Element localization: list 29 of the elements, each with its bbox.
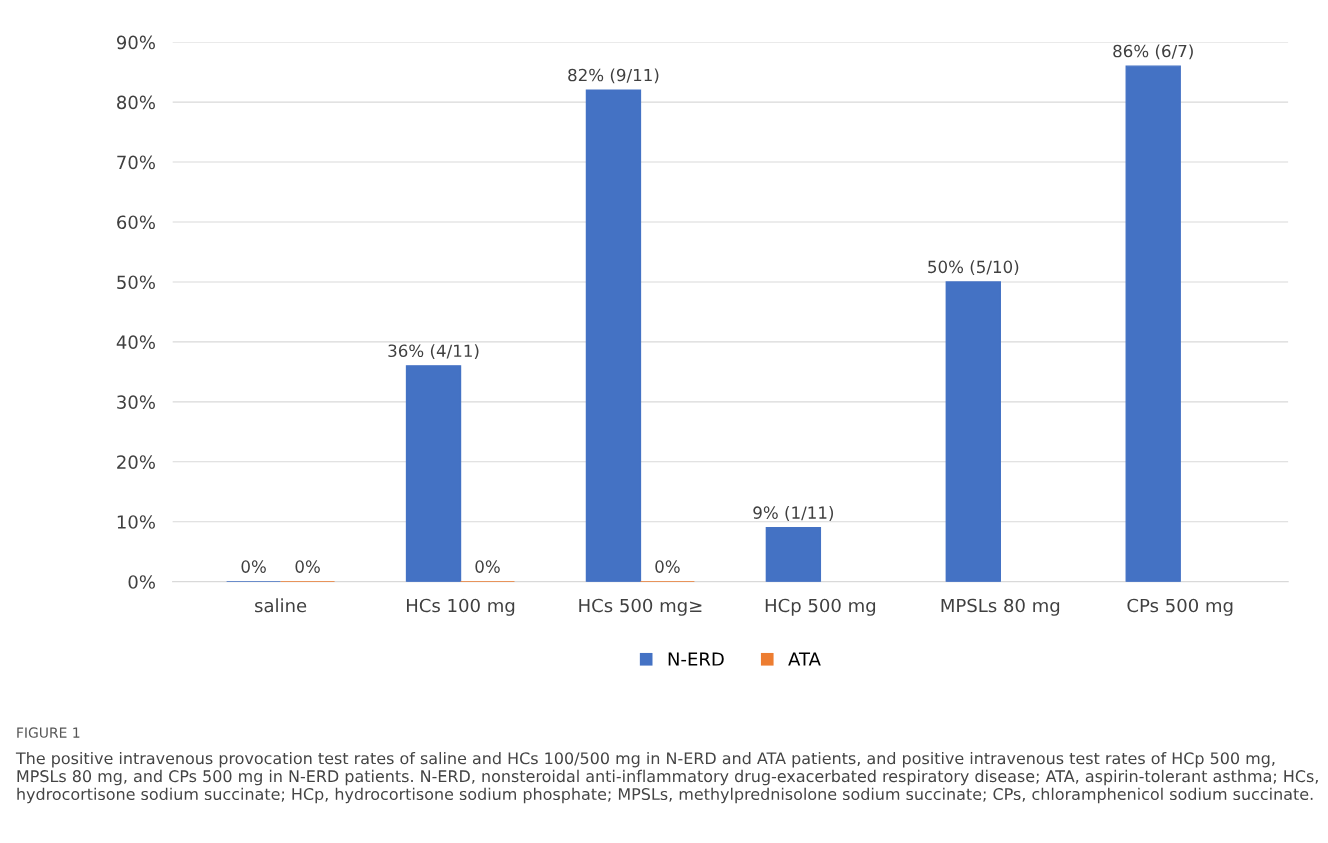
data-label: 0% [655, 560, 680, 573]
x-tick-label: HCs 500 mg≥ [579, 598, 702, 616]
y-tick-label: 0% [128, 575, 155, 589]
data-label: 0% [241, 560, 266, 573]
y-tick-label: 30% [117, 395, 155, 409]
y-tick-label: 60% [117, 215, 155, 230]
x-tick-label: CPs 500 mg [1127, 598, 1233, 616]
legend-label: ATA [788, 652, 821, 666]
data-label: 0% [475, 560, 500, 573]
data-label: 0% [295, 560, 320, 573]
y-tick-label: 80% [117, 95, 155, 110]
x-tick-label: saline [255, 598, 307, 613]
y-tick-label: 40% [116, 335, 155, 349]
legend-label: N-ERD [668, 652, 724, 666]
x-tick-label: HCp 500 mg [765, 598, 876, 616]
data-label: 9% (1/11) [753, 506, 834, 521]
data-label: 86% (6/7) [1113, 44, 1193, 60]
y-tick-label: 50% [117, 275, 155, 290]
y-tick-label: 20% [117, 455, 155, 469]
y-tick-label: 90% [116, 35, 155, 50]
data-label: 50% (5/10) [928, 260, 1019, 276]
text: The positive intravenous provocation test rates of saline and HCs 100/500 mg in N-ERD and ATA patients, and positive intravenous test rates of HCp 500 mg, MPSLs 80 mg, and CPs 500 mg in N-ERD patients. N-ERD, nonsteroidal anti-inflammatory drug-exacerbated respiratory disease; ATA, aspirin-tolerant asthma; HCs, hydrocortisone sodium succinate; HCp, hydrocortisone sodium phosphate; MPSLs, methylprednisolone sodium succinate; CPs, chloramphenicol sodium succinate. [15, 751, 1318, 804]
y-tick-label: 70% [117, 155, 155, 170]
y-tick-label: 10% [117, 515, 155, 529]
data-label: 82% (9/11) [568, 68, 659, 84]
data-label: 36% (4/11) [388, 344, 479, 360]
text: FIGURE 1 [17, 727, 80, 738]
x-tick-label: HCs 100 mg [407, 598, 515, 616]
x-tick-label: MPSLs 80 mg [941, 598, 1060, 616]
